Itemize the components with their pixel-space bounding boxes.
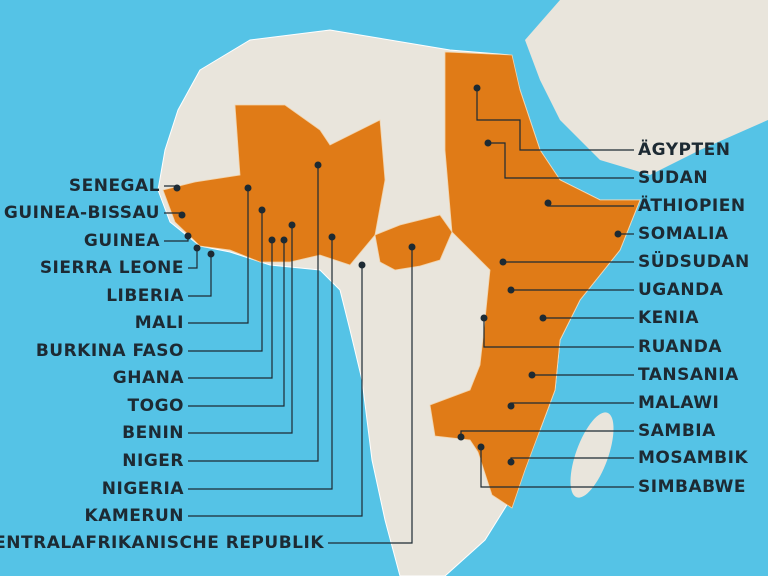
country-label: ÄTHIOPIEN [638, 194, 746, 216]
arabia [525, 0, 768, 175]
marker-dot [184, 232, 192, 240]
marker-dot [473, 84, 481, 92]
leader-line [188, 237, 333, 490]
leader-line [188, 165, 319, 462]
country-label: GHANA [113, 368, 185, 388]
marker-dot [477, 443, 485, 451]
country-label: MALAWI [638, 393, 719, 413]
leader-line [488, 142, 634, 179]
marker-dot [457, 433, 465, 441]
marker-dot [480, 314, 488, 322]
leader-line [188, 248, 198, 269]
marker-dot [544, 199, 552, 207]
leader-line [188, 240, 273, 379]
country-label: NIGER [122, 451, 184, 471]
country-label: GUINEA [84, 231, 160, 251]
marker-dot [268, 236, 276, 244]
marker-dot [244, 184, 252, 192]
country-label: TOGO [128, 396, 184, 416]
country-label: SUDAN [638, 168, 708, 188]
leader-line [188, 188, 249, 324]
madagascar [570, 412, 614, 498]
leader-line [188, 240, 285, 407]
marker-dot [539, 314, 547, 322]
highlighted-countries [162, 51, 641, 509]
country-label: SENEGAL [69, 176, 160, 196]
country-label: BURKINA FASO [36, 341, 184, 361]
leader-line [188, 265, 363, 517]
country-label: ZENTRALAFRIKANISCHE REPUBLIK [0, 533, 324, 553]
country-label: LIBERIA [106, 286, 184, 306]
marker-dot [528, 371, 536, 379]
leader-line [480, 447, 634, 488]
country-label: SIMBABWE [638, 477, 746, 497]
marker-dot [178, 211, 186, 219]
marker-dot [280, 236, 288, 244]
marker-dot [358, 261, 366, 269]
country-label: ÄGYPTEN [638, 138, 730, 160]
marker-dot [408, 243, 416, 251]
country-label: SAMBIA [638, 421, 716, 441]
central-africa [374, 214, 453, 271]
country-label: MALI [135, 313, 184, 333]
marker-dot [314, 161, 322, 169]
country-label: MOSAMBIK [638, 448, 748, 468]
marker-dot [258, 206, 266, 214]
country-label: UGANDA [638, 280, 724, 300]
country-label: TANSANIA [638, 365, 739, 385]
country-label: SOMALIA [638, 224, 729, 244]
country-label: SÜDSUDAN [638, 250, 750, 272]
leader-line [188, 225, 293, 434]
marker-dot [207, 250, 215, 258]
marker-dot [193, 244, 201, 252]
marker-dot [173, 184, 181, 192]
country-label: KAMERUN [85, 506, 184, 526]
marker-dot [507, 402, 515, 410]
marker-dot [328, 233, 336, 241]
country-label: NIGERIA [102, 479, 185, 499]
marker-dot [614, 230, 622, 238]
leader-line [188, 210, 263, 352]
leader-line [476, 88, 634, 151]
marker-dot [499, 258, 507, 266]
labels: SENEGAL GUINEA-BISSAU GUINEA SIERRA LEONE LI… [0, 138, 750, 553]
country-label: RUANDA [638, 337, 722, 357]
marker-dot [288, 221, 296, 229]
leader-line [328, 247, 413, 544]
marker-dot [484, 139, 492, 147]
country-label: KENIA [638, 308, 699, 328]
country-label: SIERRA LEONE [40, 258, 184, 278]
leader-lines [164, 84, 634, 544]
country-label: BENIN [122, 423, 184, 443]
marker-dot [507, 458, 515, 466]
leader-line [483, 318, 634, 348]
marker-dot [507, 286, 515, 294]
leader-line [188, 254, 212, 297]
country-label: GUINEA-BISSAU [4, 203, 160, 223]
west-africa [162, 104, 386, 266]
